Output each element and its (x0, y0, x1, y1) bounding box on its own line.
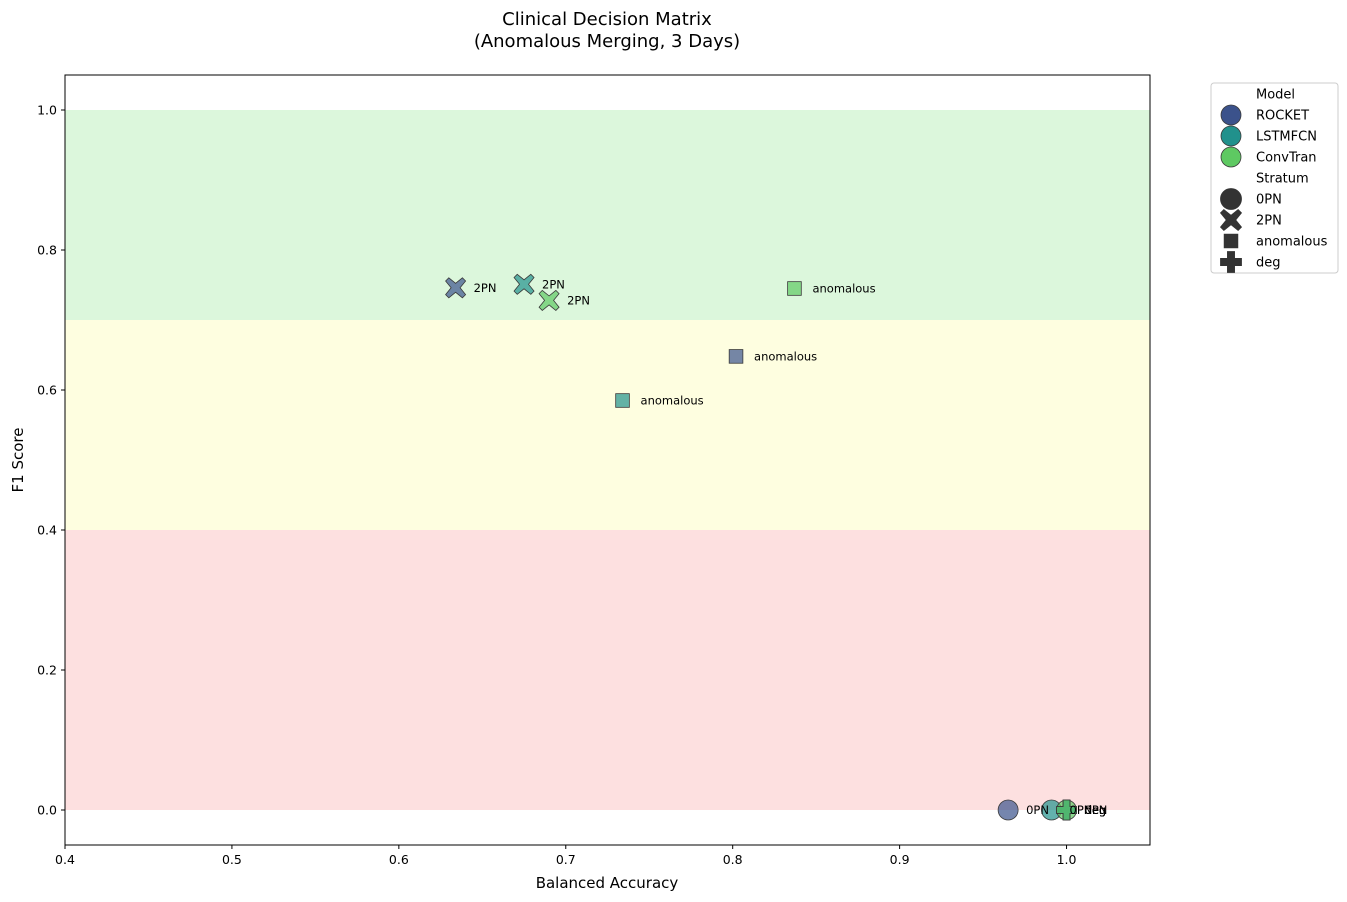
legend-label: 0PN (1256, 193, 1282, 208)
point-convtran-anomalous (787, 281, 802, 296)
point-convtran-2pn (538, 289, 560, 311)
legend-stratum-header: Stratum (1256, 172, 1309, 187)
point-label: 2PN (567, 293, 590, 307)
point-label: 0PN (1026, 803, 1049, 817)
legend-label: deg (1256, 256, 1281, 271)
point-label: 0PN (1085, 803, 1108, 817)
legend-label: ConvTran (1256, 151, 1317, 166)
x-axis-ticks: 0.4 0.5 0.6 0.7 0.8 0.9 1.0 (55, 845, 1077, 867)
x-tick-label: 0.5 (222, 852, 242, 867)
legend-marker-0pn (1220, 188, 1242, 210)
point-label: 2PN (474, 281, 497, 295)
legend-marker-deg (1220, 251, 1242, 273)
x-tick-label: 1.0 (1057, 852, 1077, 867)
y-tick-label: 0.0 (37, 803, 57, 818)
point-label: deg (1085, 803, 1107, 817)
point-label: anomalous (641, 394, 704, 408)
y-tick-label: 0.8 (37, 243, 57, 258)
legend-label: ROCKET (1256, 109, 1309, 124)
legend: Model ROCKET LSTMFCN ConvTran Stratum 0PN 2PN a… (1210, 82, 1339, 274)
point-label: anomalous (812, 282, 875, 296)
point-label: deg (1085, 803, 1107, 817)
band-2 (65, 530, 1150, 810)
legend-swatch-convtran (1220, 146, 1242, 168)
chart-subtitle: (Anomalous Merging, 3 Days) (474, 31, 740, 52)
point-label: 0PN (1070, 803, 1093, 817)
point-lstmfcn-anomalous (615, 393, 630, 408)
y-tick-label: 0.4 (37, 523, 57, 538)
legend-swatch-lstmfcn (1220, 125, 1242, 147)
chart-title: Clinical Decision Matrix (502, 9, 712, 30)
point-label: 2PN (542, 277, 565, 291)
y-tick-label: 0.6 (37, 383, 57, 398)
point-rocket-0pn (997, 799, 1019, 821)
x-tick-label: 0.9 (890, 852, 910, 867)
x-axis-label: Balanced Accuracy (536, 874, 679, 892)
y-tick-label: 0.2 (37, 663, 57, 678)
legend-marker-2pn (1219, 208, 1243, 232)
y-axis-label: F1 Score (9, 428, 27, 493)
legend-swatch-rocket (1220, 104, 1242, 126)
point-lstmfcn-2pn (513, 273, 535, 295)
y-axis-ticks: 0.0 0.2 0.4 0.6 0.8 1.0 (37, 103, 65, 818)
point-rocket-2pn (445, 277, 467, 299)
x-tick-label: 0.7 (556, 852, 576, 867)
legend-label: 2PN (1256, 214, 1282, 229)
legend-model-header: Model (1256, 88, 1295, 103)
point-label: anomalous (754, 349, 817, 363)
data-points (445, 273, 1077, 821)
legend-label: LSTMFCN (1256, 130, 1317, 145)
point-label: deg (1085, 803, 1107, 817)
point-rocket-anomalous (728, 349, 744, 364)
y-tick-label: 1.0 (37, 103, 57, 118)
band-1 (65, 320, 1150, 530)
x-tick-label: 0.8 (723, 852, 743, 867)
performance-bands (65, 110, 1150, 810)
plot-frame (64, 74, 1151, 846)
legend-box (1210, 82, 1339, 274)
point-convtran-deg (1056, 799, 1077, 821)
legend-marker-anomalous (1223, 233, 1239, 249)
x-tick-label: 0.4 (55, 852, 75, 867)
band-0 (65, 110, 1150, 320)
legend-label: anomalous (1256, 235, 1328, 250)
x-tick-label: 0.6 (389, 852, 409, 867)
